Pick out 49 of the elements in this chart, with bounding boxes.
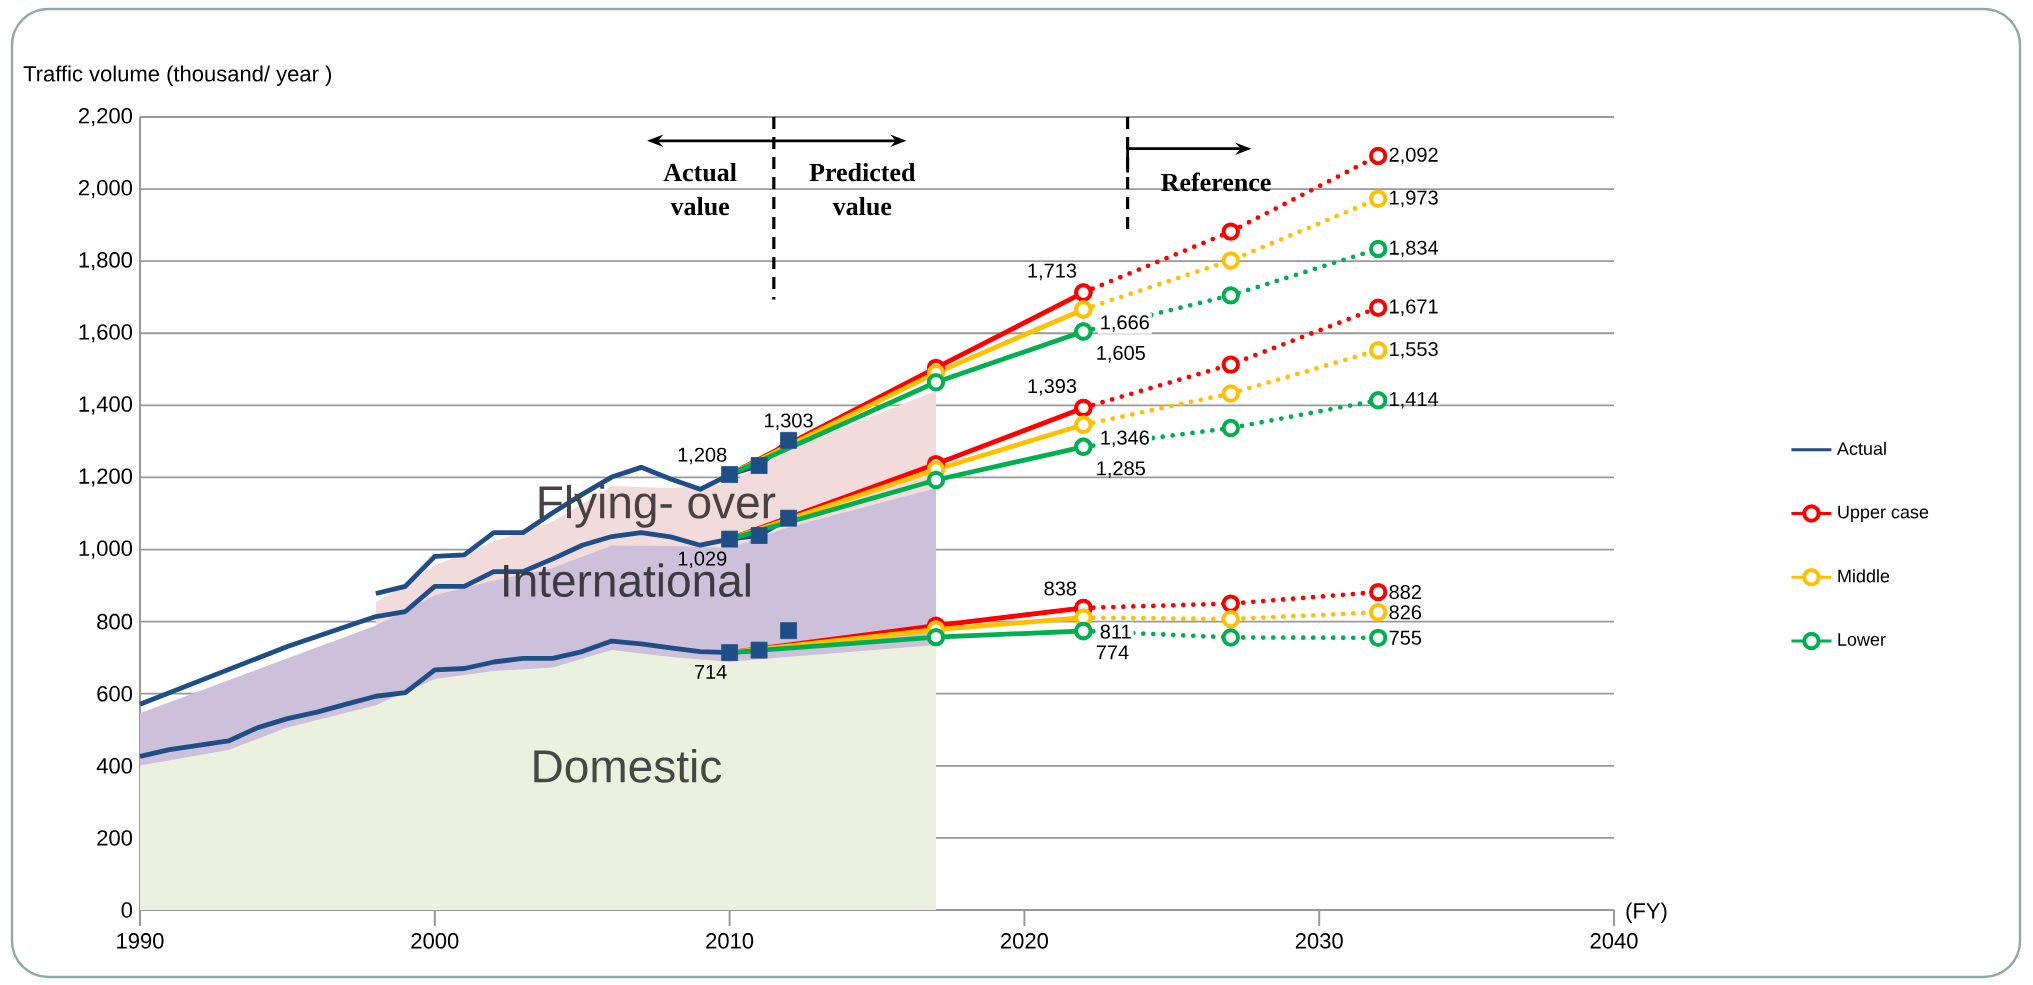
y-tick-label: 1,600	[79, 324, 133, 343]
x-tick-label: 2030	[1295, 933, 1343, 949]
y-tick-label: 1,000	[79, 540, 133, 559]
y-tick-label: 400	[96, 758, 133, 774]
data-label: 1,666	[1101, 315, 1149, 332]
data-label: 826	[1389, 605, 1422, 620]
y-tick-label: 0	[121, 902, 133, 918]
y-tick-label: 2,000	[78, 180, 133, 199]
annotation: Domestic	[534, 748, 722, 783]
x-tick-label: 2040	[1590, 933, 1638, 949]
y-tick-label: 800	[97, 613, 133, 630]
data-label: 1,208	[678, 447, 727, 465]
data-label: 1,393	[1028, 378, 1077, 396]
y-tick-label: 2,200	[78, 107, 133, 127]
legend-label: Lower	[1838, 633, 1886, 646]
data-label: 1,346	[1101, 430, 1149, 448]
legend-label: Middle	[1838, 569, 1890, 583]
x-tick-label: 2010	[706, 933, 754, 949]
y-tick-label: 200	[97, 830, 133, 846]
legend-label: Upper case	[1838, 505, 1929, 522]
data-label: 1,834	[1390, 240, 1439, 258]
data-label: 882	[1389, 585, 1421, 600]
annotation: Actual value	[663, 162, 737, 216]
data-label: 811	[1100, 624, 1131, 639]
legend-label: Actual	[1836, 441, 1886, 456]
data-label: 714	[694, 665, 727, 679]
annotation: Reference	[1161, 172, 1271, 192]
data-label: 1,973	[1390, 190, 1438, 208]
data-label: 755	[1389, 630, 1422, 645]
data-label: 1,285	[1097, 461, 1145, 478]
data-label: 1,303	[765, 413, 813, 430]
data-label: 1,553	[1390, 341, 1438, 359]
x-tick-label: 1990	[117, 933, 164, 949]
y-tick-label: 600	[97, 685, 133, 702]
data-label: 1,671	[1390, 299, 1438, 316]
x-tick-label: 2000	[411, 933, 459, 949]
y-tick-label: 1,200	[79, 468, 133, 487]
data-label: 1,713	[1028, 263, 1077, 281]
data-label: 2,092	[1389, 147, 1438, 165]
data-label: 1,605	[1097, 345, 1145, 363]
y-tick-label: 1,800	[79, 252, 133, 271]
y-axis-title: Traffic volume (thousand/ year )	[23, 65, 332, 86]
x-tick-label: 2020	[1001, 933, 1048, 949]
x-axis-title: (FY)	[1626, 902, 1667, 923]
data-label: 774	[1096, 645, 1129, 660]
data-label: 838	[1044, 581, 1077, 596]
data-label: 1,414	[1390, 392, 1439, 409]
annotation: Predicted value	[809, 162, 916, 216]
y-tick-label: 1,400	[79, 396, 133, 415]
